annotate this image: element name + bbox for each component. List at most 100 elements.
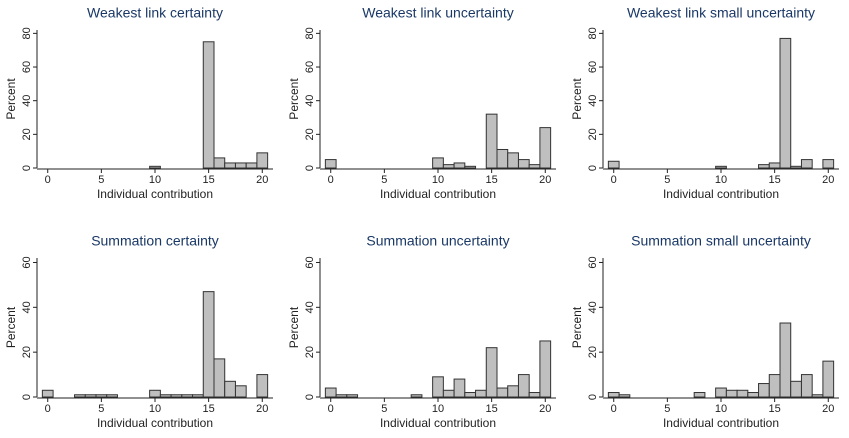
- y-axis-label: Percent: [570, 78, 584, 120]
- y-tick-label: 20: [21, 128, 33, 140]
- chart-title: Weakest link small uncertainty: [627, 5, 815, 21]
- bar: [464, 392, 477, 398]
- y-tick-label: 0: [21, 394, 33, 400]
- bar: [517, 374, 530, 398]
- x-tick-label: 5: [381, 174, 387, 186]
- y-tick-label: 60: [21, 61, 33, 73]
- bar: [693, 392, 706, 398]
- bar: [725, 389, 738, 398]
- y-tick-label: 60: [304, 61, 316, 73]
- y-tick-label: 40: [304, 95, 316, 107]
- bar: [234, 385, 247, 398]
- bar: [747, 392, 760, 398]
- bar: [224, 162, 236, 169]
- bar: [607, 392, 620, 398]
- y-tick-label: 20: [21, 346, 33, 358]
- y-tick-label: 20: [587, 346, 599, 358]
- x-tick-label: 10: [432, 403, 444, 415]
- y-tick-label: 80: [21, 27, 33, 39]
- y-tick-label: 0: [587, 394, 599, 400]
- y-tick-label: 0: [21, 165, 33, 171]
- x-axis-label: Individual contribution: [380, 416, 496, 430]
- x-tick-label: 0: [45, 174, 51, 186]
- bar: [496, 387, 509, 398]
- x-tick-label: 5: [664, 403, 670, 415]
- bar: [181, 394, 194, 398]
- bar: [539, 127, 552, 169]
- bar: [324, 387, 337, 398]
- bar: [149, 389, 161, 398]
- x-tick-label: 15: [486, 174, 498, 186]
- bar: [528, 164, 541, 169]
- bar: [485, 113, 498, 169]
- bar: [811, 394, 824, 398]
- y-axis-label: Percent: [570, 306, 584, 348]
- bar: [800, 374, 813, 398]
- x-tick-label: 20: [822, 403, 834, 415]
- bar: [95, 394, 108, 398]
- bar: [517, 159, 530, 169]
- x-tick-label: 0: [328, 403, 334, 415]
- y-tick-label: 60: [587, 256, 599, 268]
- bar: [41, 389, 54, 398]
- bar: [346, 394, 359, 398]
- y-tick-label: 40: [21, 95, 33, 107]
- bar: [800, 159, 813, 169]
- bar: [442, 389, 455, 398]
- bar: [715, 387, 727, 398]
- bar: [432, 376, 444, 398]
- bar: [324, 159, 337, 169]
- bar: [84, 394, 97, 398]
- x-tick-label: 15: [769, 174, 781, 186]
- bar: [539, 340, 552, 398]
- bar: [758, 383, 770, 398]
- bar: [202, 291, 215, 398]
- y-tick-label: 80: [587, 27, 599, 39]
- bar: [758, 164, 770, 169]
- x-tick-label: 5: [381, 403, 387, 415]
- x-tick-label: 0: [611, 174, 617, 186]
- x-tick-label: 15: [769, 403, 781, 415]
- bar: [822, 159, 835, 169]
- bar: [453, 162, 466, 169]
- x-tick-label: 0: [45, 403, 51, 415]
- y-axis-label: Percent: [4, 78, 18, 120]
- x-axis-label: Individual contribution: [663, 187, 779, 201]
- bar: [213, 358, 226, 398]
- bar: [736, 389, 749, 398]
- bar: [74, 394, 86, 398]
- x-tick-label: 15: [486, 403, 498, 415]
- x-tick-label: 5: [664, 174, 670, 186]
- y-tick-label: 40: [304, 301, 316, 313]
- bar: [822, 360, 835, 398]
- bar: [507, 152, 519, 169]
- bar: [213, 157, 226, 169]
- bar: [607, 160, 620, 169]
- bar: [790, 380, 802, 398]
- bar: [779, 37, 792, 169]
- x-axis-label: Individual contribution: [97, 416, 213, 430]
- bar: [485, 347, 498, 398]
- x-tick-label: 5: [98, 174, 104, 186]
- bar: [475, 389, 487, 398]
- bar: [768, 374, 781, 398]
- y-tick-label: 20: [304, 346, 316, 358]
- y-axis-label: Percent: [287, 78, 301, 120]
- bar: [768, 162, 781, 169]
- y-tick-label: 60: [587, 61, 599, 73]
- bar: [442, 164, 455, 169]
- x-tick-label: 15: [203, 403, 215, 415]
- y-tick-label: 0: [304, 394, 316, 400]
- x-tick-label: 5: [98, 403, 104, 415]
- y-tick-label: 40: [587, 95, 599, 107]
- y-tick-label: 20: [587, 128, 599, 140]
- x-axis-label: Individual contribution: [663, 416, 779, 430]
- x-tick-label: 20: [256, 174, 268, 186]
- bar: [507, 385, 519, 398]
- x-tick-label: 10: [715, 174, 727, 186]
- bar: [192, 394, 204, 398]
- y-axis-label: Percent: [287, 306, 301, 348]
- x-tick-label: 0: [611, 403, 617, 415]
- bar: [256, 152, 269, 169]
- x-axis-label: Individual contribution: [380, 187, 496, 201]
